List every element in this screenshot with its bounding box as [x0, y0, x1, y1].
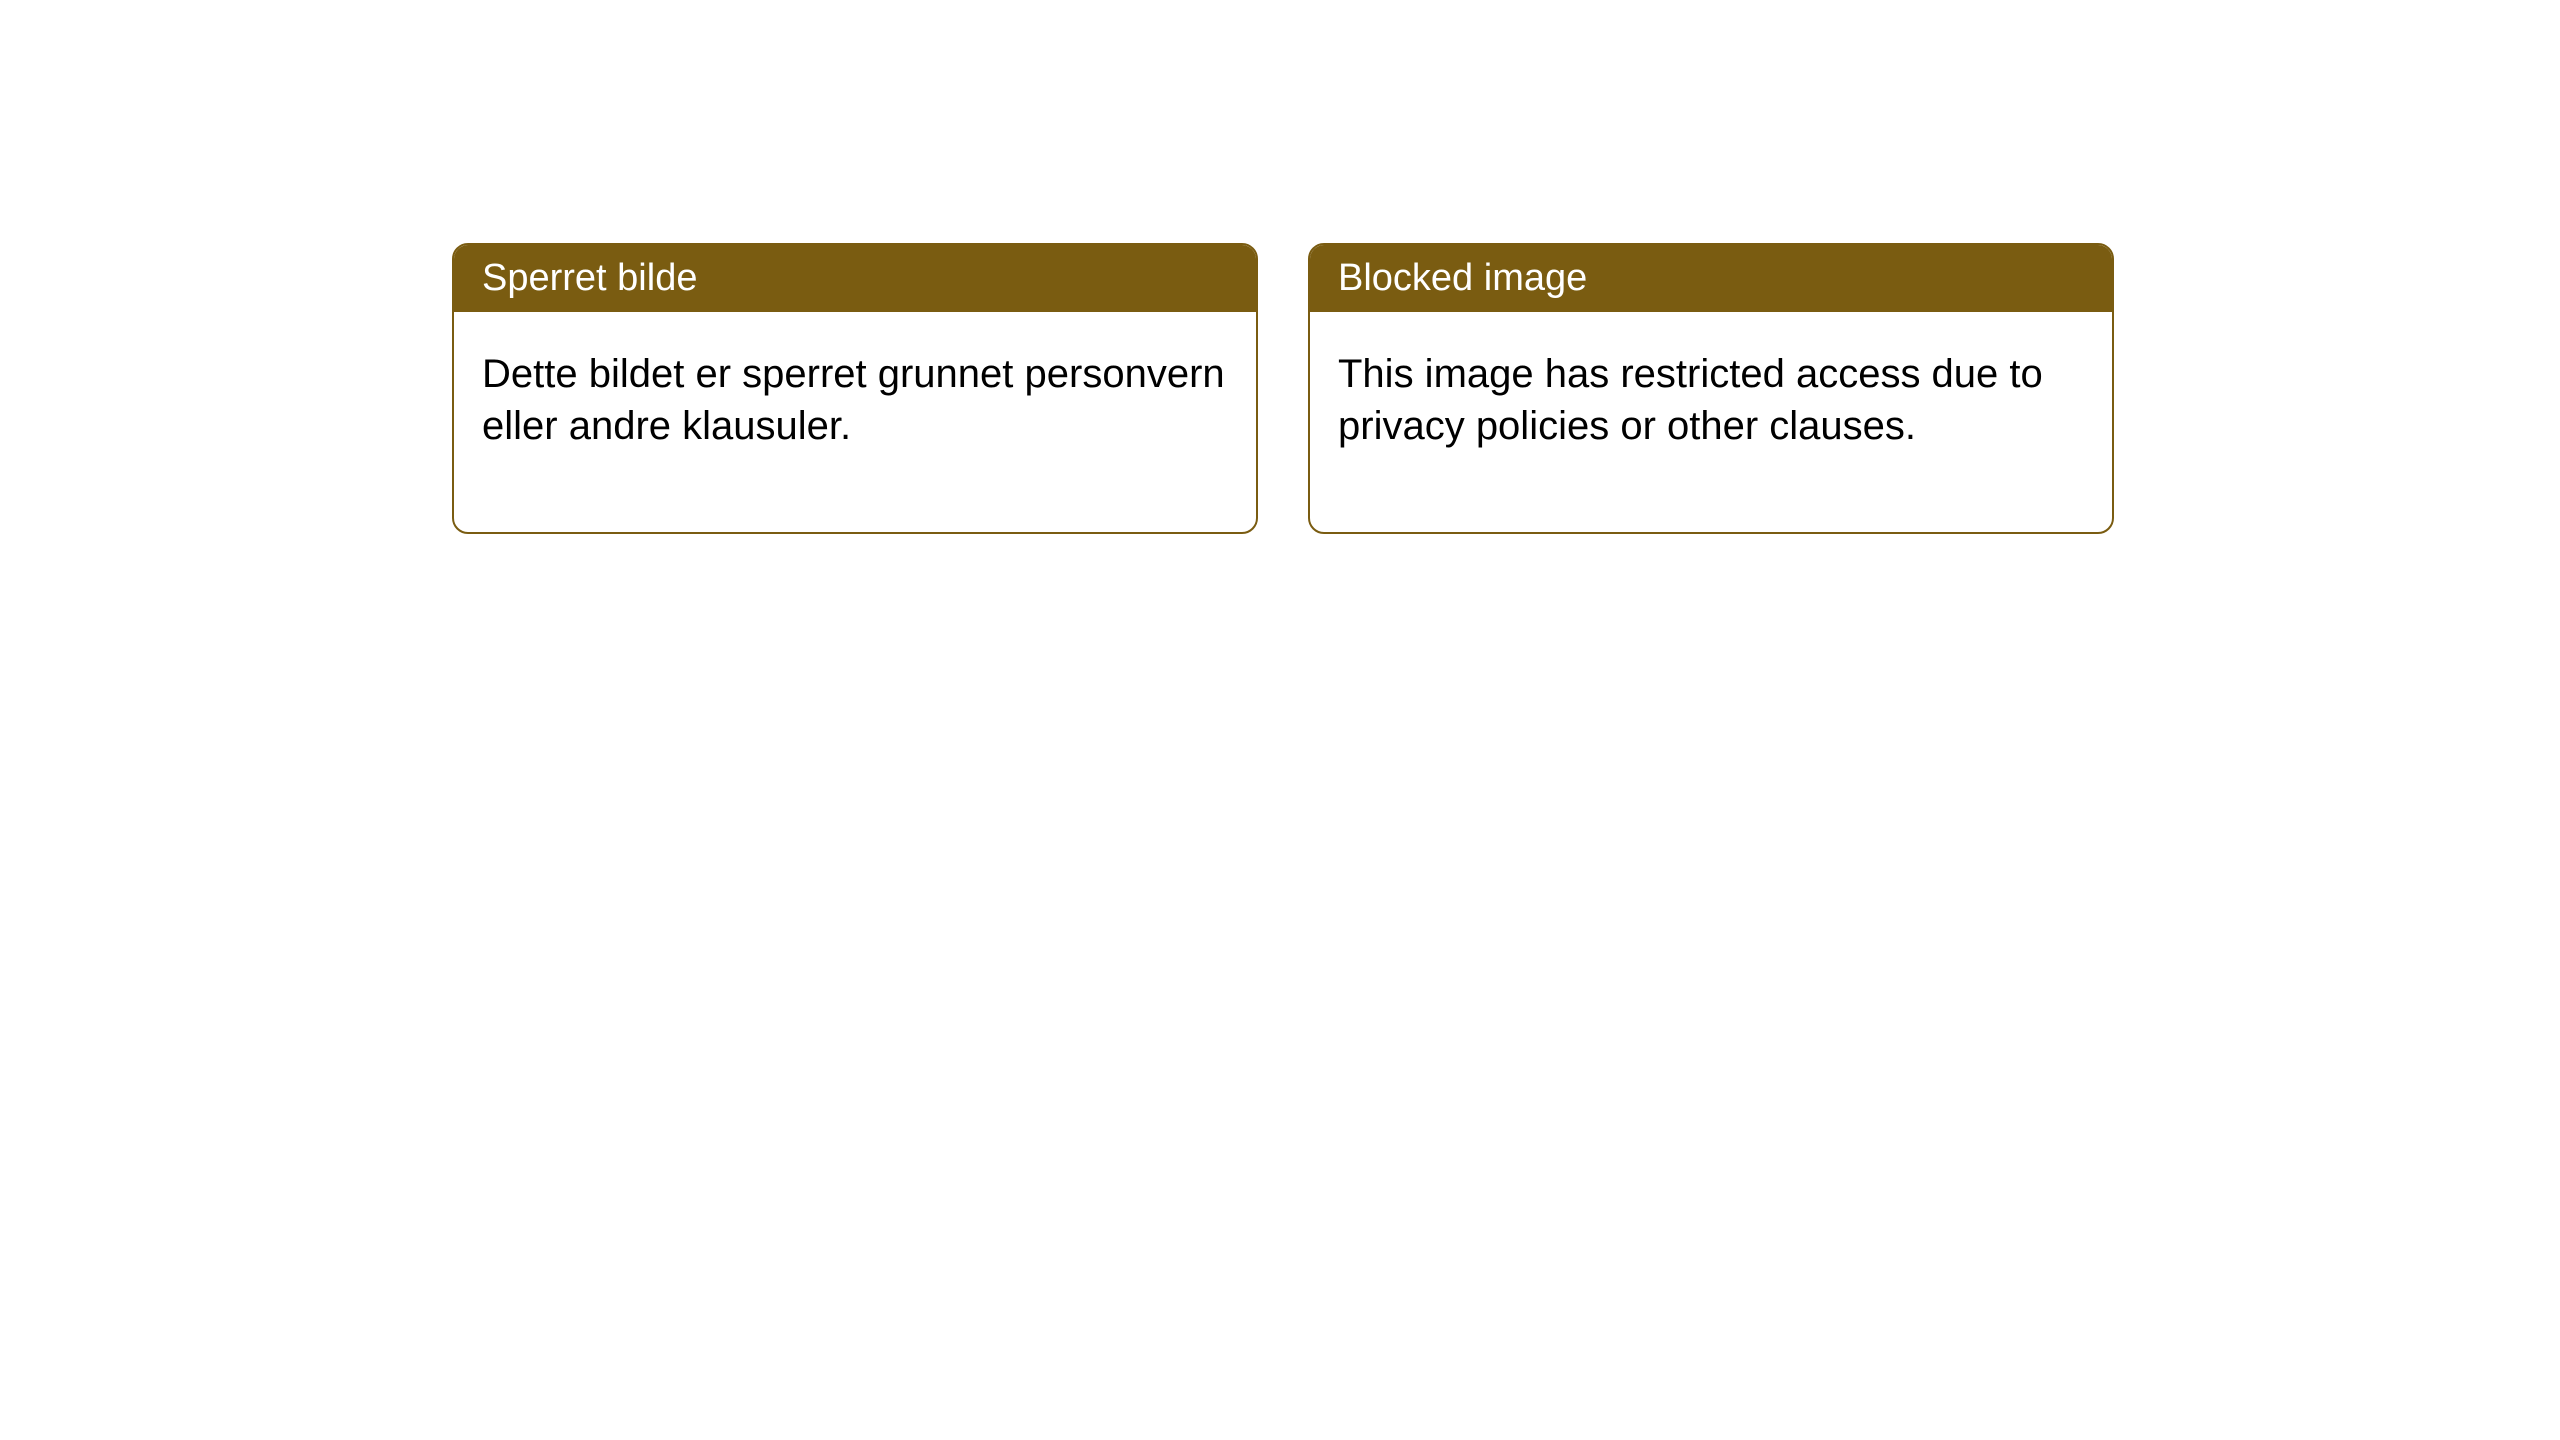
notice-body: This image has restricted access due to …	[1310, 312, 2112, 532]
notice-container: Sperret bilde Dette bildet er sperret gr…	[452, 243, 2114, 534]
notice-card-english: Blocked image This image has restricted …	[1308, 243, 2114, 534]
notice-body-text: This image has restricted access due to …	[1338, 352, 2043, 448]
notice-card-norwegian: Sperret bilde Dette bildet er sperret gr…	[452, 243, 1258, 534]
notice-header: Blocked image	[1310, 245, 2112, 312]
notice-header: Sperret bilde	[454, 245, 1256, 312]
notice-title: Blocked image	[1338, 257, 1587, 299]
notice-body-text: Dette bildet er sperret grunnet personve…	[482, 352, 1225, 448]
notice-title: Sperret bilde	[482, 257, 697, 299]
notice-body: Dette bildet er sperret grunnet personve…	[454, 312, 1256, 532]
